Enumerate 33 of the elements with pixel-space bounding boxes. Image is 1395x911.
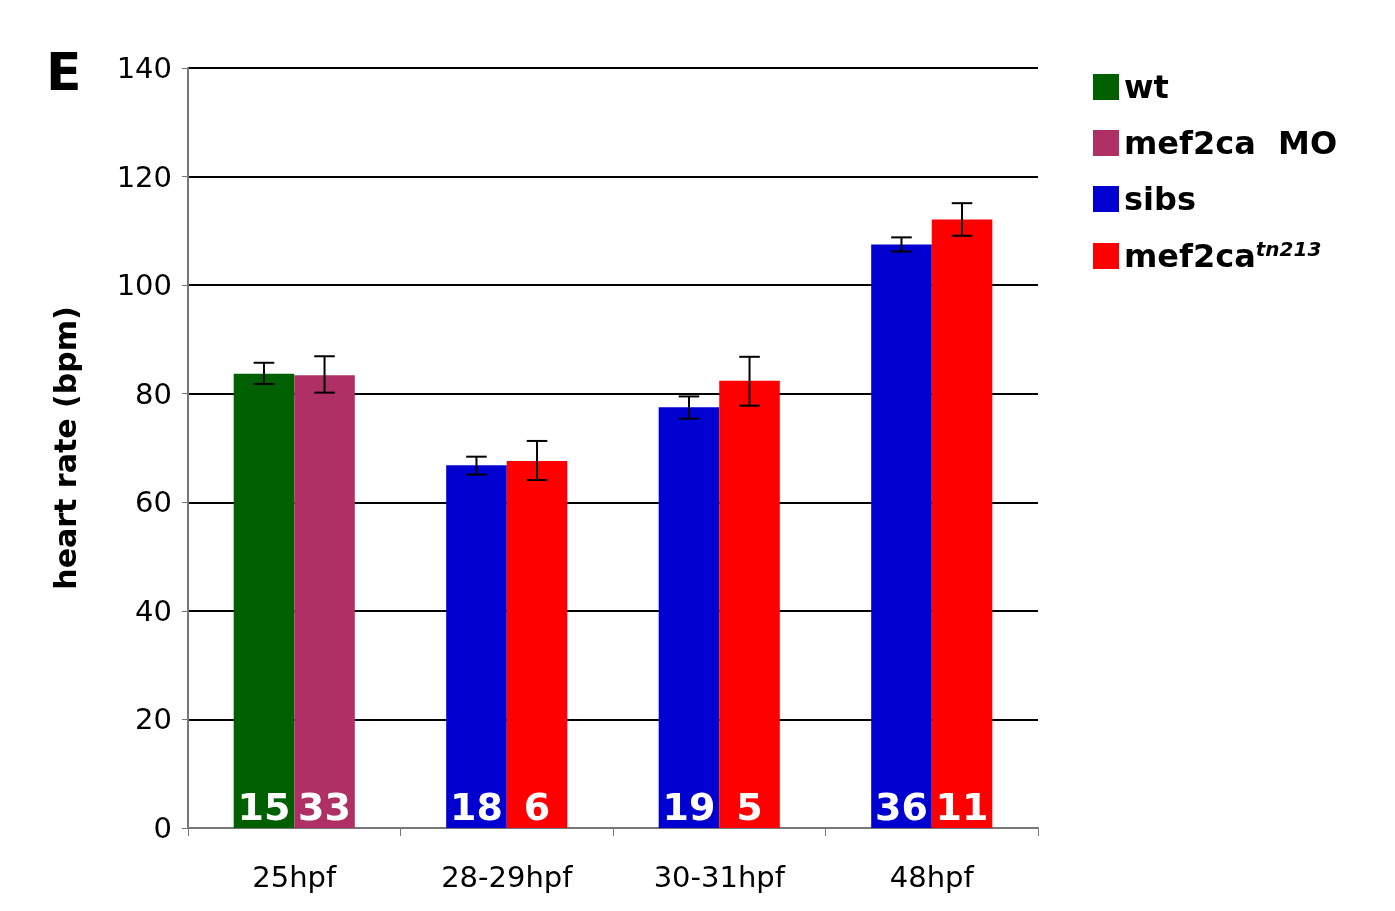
bar bbox=[506, 461, 568, 828]
y-tick-label: 140 bbox=[116, 51, 172, 85]
y-tick-label: 100 bbox=[116, 268, 172, 303]
bar bbox=[658, 407, 720, 828]
annotation: 18 bbox=[450, 785, 503, 829]
annotation: 19 bbox=[662, 785, 716, 829]
legend-label: mef2ca MO bbox=[1124, 124, 1338, 162]
annotation: 5 bbox=[736, 785, 763, 829]
annotation: 11 bbox=[935, 785, 989, 829]
y-axis-title: heart rate (bpm) bbox=[47, 306, 83, 590]
y-tick-label: 120 bbox=[116, 159, 172, 194]
bar bbox=[294, 375, 355, 828]
text: E bbox=[46, 42, 82, 102]
annotation: 36 bbox=[875, 785, 928, 829]
y-tick-label: 40 bbox=[135, 593, 172, 628]
y-tick-label: 80 bbox=[135, 376, 172, 411]
bar bbox=[233, 373, 295, 828]
annotation: 6 bbox=[523, 785, 551, 829]
annotation: 15 bbox=[237, 785, 291, 829]
x-tick-label: 30-31hpf bbox=[653, 859, 786, 894]
legend-label: wt bbox=[1124, 68, 1169, 106]
bar bbox=[719, 380, 780, 828]
legend-label: sibs bbox=[1124, 180, 1196, 218]
bar bbox=[931, 219, 993, 828]
y-tick-label: 60 bbox=[135, 485, 172, 520]
y-tick-label: 20 bbox=[135, 702, 172, 737]
annotation: 33 bbox=[298, 785, 351, 829]
x-tick-label: 48hpf bbox=[889, 859, 975, 894]
x-tick-label: 25hpf bbox=[252, 859, 337, 894]
bar bbox=[446, 465, 507, 828]
x-tick-label: 28-29hpf bbox=[441, 859, 574, 894]
bar bbox=[871, 244, 932, 828]
y-tick-label: 0 bbox=[153, 811, 172, 845]
